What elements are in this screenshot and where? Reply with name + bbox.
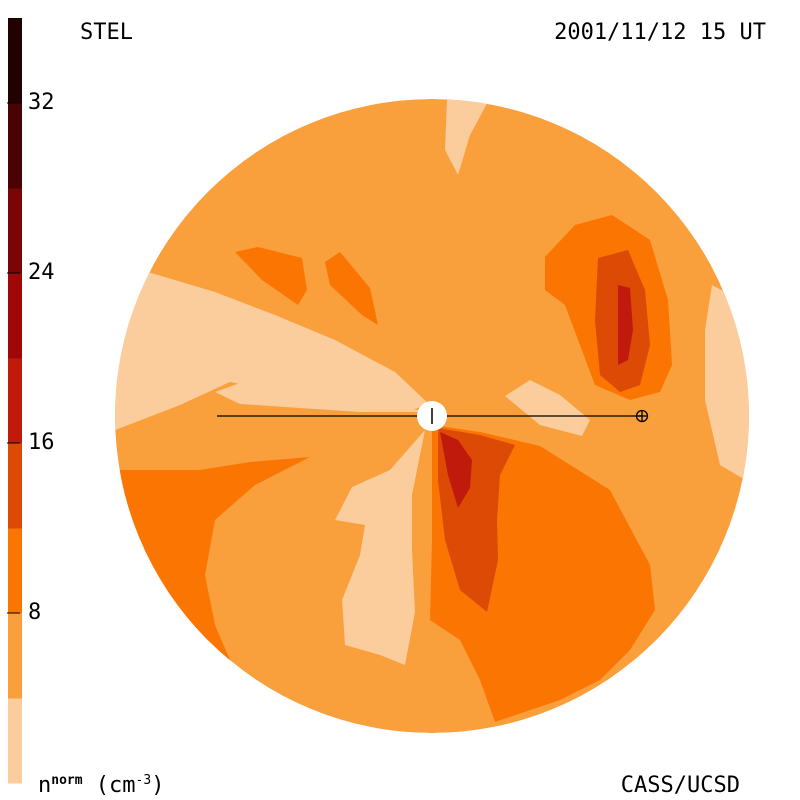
colorbar-level-3 bbox=[8, 443, 22, 529]
date-label: 2001/11/12 15 UT bbox=[554, 20, 766, 45]
unit-close: ) bbox=[151, 773, 165, 798]
red-region-center bbox=[440, 432, 472, 508]
orange-region-top-left bbox=[235, 247, 307, 305]
colorbar-level-7 bbox=[8, 103, 22, 189]
light-region-right-small bbox=[505, 380, 590, 436]
colorbar-level-6 bbox=[8, 188, 22, 274]
light-region-left-band bbox=[115, 272, 430, 432]
colorbar-unit-label: nnorm (cm-3) bbox=[38, 773, 164, 798]
colorbar-level-0 bbox=[8, 698, 22, 784]
light-region-center-finger bbox=[335, 430, 425, 665]
unit-superscript: norm bbox=[51, 773, 83, 788]
colorbar bbox=[8, 18, 22, 784]
unit-base: n bbox=[38, 773, 52, 798]
colorbar-level-5 bbox=[8, 273, 22, 359]
colorbar-tick-label-3: 32 bbox=[28, 90, 55, 115]
colorbar-level-8 bbox=[8, 18, 22, 104]
quantity-label: STEL bbox=[80, 20, 133, 45]
colorbar-tick-label-0: 8 bbox=[28, 600, 42, 625]
colorbar-ticks bbox=[7, 102, 20, 614]
colorbar-tick-label-2: 24 bbox=[28, 260, 55, 285]
unit-rest: (cm bbox=[82, 773, 136, 798]
colorbar-tick-label-1: 16 bbox=[28, 430, 55, 455]
colorbar-level-1 bbox=[8, 613, 22, 699]
credit-label: CASS/UCSD bbox=[620, 773, 740, 798]
light-region-top bbox=[445, 99, 490, 175]
light-region-left-wedge bbox=[215, 383, 430, 412]
colorbar-level-2 bbox=[8, 528, 22, 614]
red-region-right bbox=[618, 285, 633, 365]
orange-region-top-mid bbox=[325, 252, 378, 325]
unit-exponent: -3 bbox=[135, 773, 152, 788]
colorbar-level-4 bbox=[8, 358, 22, 444]
earth-symbol bbox=[635, 409, 649, 423]
